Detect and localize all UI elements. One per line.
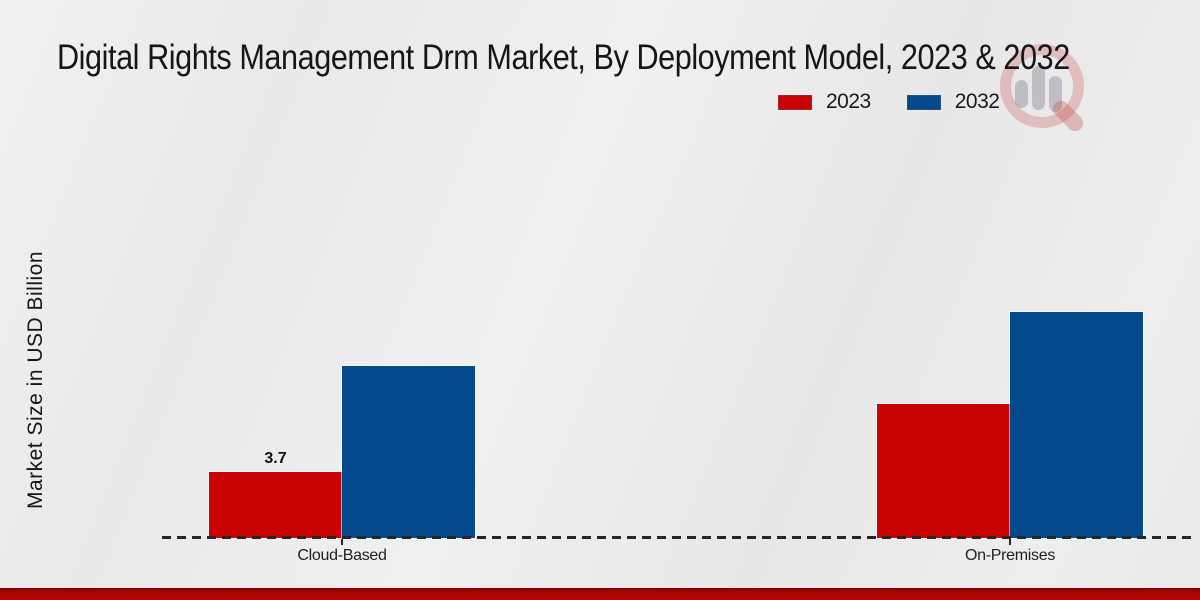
legend-swatch-icon — [778, 94, 812, 110]
bar-2023-cloud-based — [209, 472, 342, 538]
legend-item-2023: 2023 — [778, 90, 871, 114]
magnifier-bar-chart-logo-icon — [998, 42, 1094, 135]
legend-label: 2023 — [826, 90, 871, 113]
logo-bar-icon — [1032, 66, 1045, 110]
legend: 2023 2032 — [778, 90, 1000, 114]
legend-label: 2032 — [954, 90, 1000, 113]
bar-2023-on-premises — [877, 404, 1010, 538]
x-axis-baseline — [162, 536, 1192, 539]
legend-swatch-icon — [906, 94, 941, 110]
chart-title: Digital Rights Management Drm Market, By… — [57, 38, 1070, 77]
logo-bar-icon — [1049, 76, 1062, 112]
footer-accent-band — [0, 588, 1200, 600]
logo-ring — [1000, 44, 1084, 128]
bar-value-label: 3.7 — [264, 450, 287, 467]
legend-item-2032: 2032 — [906, 90, 1000, 114]
logo-bar-icon — [1015, 80, 1028, 108]
x-axis-tick — [341, 539, 343, 545]
bar-2032-cloud-based — [342, 366, 475, 538]
bar-2032-on-premises — [1010, 312, 1143, 538]
category-label-cloud-based: Cloud-Based — [297, 547, 387, 564]
x-axis-tick — [1009, 539, 1011, 545]
y-axis-label: Market Size in USD Billion — [24, 250, 47, 510]
category-label-on-premises: On-Premises — [964, 547, 1056, 564]
